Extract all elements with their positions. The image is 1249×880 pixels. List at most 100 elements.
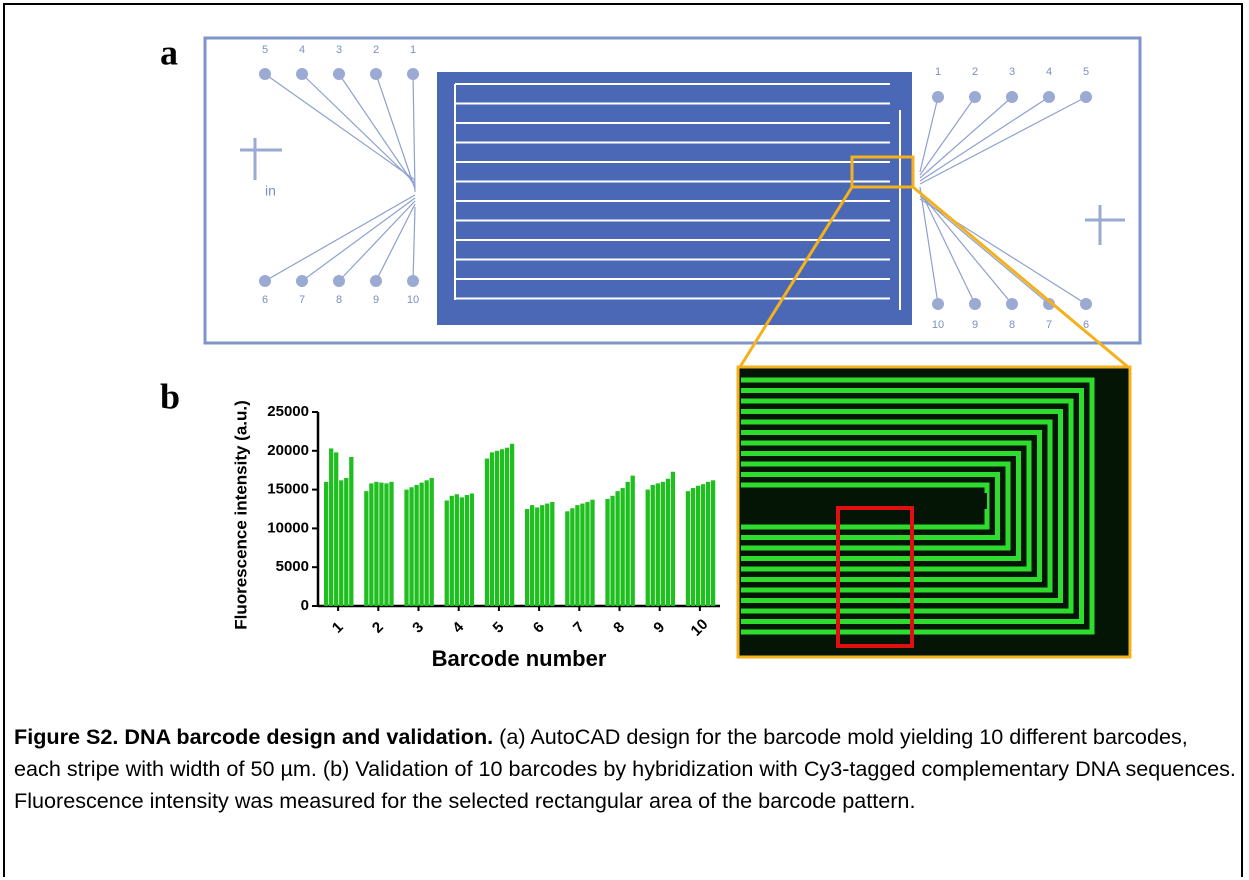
bar (590, 499, 595, 606)
lead (375, 73, 416, 190)
bar (700, 484, 706, 606)
x-tick-label: 9 (650, 619, 668, 637)
panel-label: b (160, 376, 180, 416)
pad (296, 275, 308, 287)
pad-label: 2 (972, 66, 978, 78)
bar (494, 450, 500, 606)
pad-label: 6 (1083, 319, 1089, 331)
bar (580, 503, 585, 606)
bar (550, 502, 555, 606)
x-tick-label: 1 (329, 619, 347, 637)
lead (919, 96, 1087, 185)
pad-label: 3 (336, 44, 342, 56)
pad (969, 298, 981, 310)
y-axis-label: Fluorescence intensity (a.u.) (231, 400, 250, 630)
lead (338, 73, 416, 187)
pad-label: 8 (336, 294, 342, 306)
bar (414, 484, 419, 606)
bar (454, 494, 459, 606)
bar (334, 452, 339, 606)
lead (264, 73, 416, 181)
bar (645, 489, 650, 606)
pad-label: 1 (935, 66, 941, 78)
bar (565, 511, 570, 606)
bar (545, 503, 550, 606)
bar (705, 481, 711, 606)
pad-label: 4 (299, 44, 305, 56)
chip-outline (203, 36, 1142, 345)
green-stripe (741, 430, 1042, 582)
bar (660, 481, 665, 606)
panel-label: a (160, 32, 178, 72)
bar (695, 485, 701, 606)
pad (1080, 91, 1092, 103)
bar (690, 488, 696, 606)
bar (379, 482, 384, 606)
bar (329, 448, 334, 606)
green-stripe (741, 419, 1053, 593)
pad (1043, 91, 1055, 103)
bar (364, 491, 369, 606)
lead (919, 189, 976, 305)
pad (333, 68, 345, 80)
pad (932, 91, 944, 103)
bar (650, 484, 655, 606)
bar (610, 495, 615, 606)
zoom-line (912, 185, 1129, 369)
bar (484, 458, 490, 606)
green-stripe (741, 409, 1063, 603)
pad (1006, 91, 1018, 103)
pad-label: 6 (262, 294, 268, 306)
y-tick-label: 0 (301, 597, 309, 614)
fluorescence-image (736, 365, 1132, 659)
lead (919, 96, 1013, 179)
pad-label: 9 (373, 294, 379, 306)
bar (469, 493, 475, 606)
pad-label: 9 (972, 319, 978, 331)
pad (407, 68, 419, 80)
lead (919, 96, 1050, 182)
selection (836, 506, 914, 648)
pad (932, 298, 944, 310)
zoom-box (850, 155, 915, 189)
pad-label: 10 (407, 294, 419, 306)
y-tick-label: 15000 (267, 481, 309, 498)
bar (585, 502, 590, 606)
bar (339, 480, 344, 606)
bar (449, 495, 454, 606)
bar (605, 498, 610, 606)
bar (630, 475, 635, 606)
lead (919, 195, 1050, 305)
pad-label: 7 (299, 294, 305, 306)
x-axis-label: Barcode number (432, 646, 607, 671)
caption: Figure S2. DNA barcode design and valida… (14, 721, 1236, 817)
pad-label: 5 (1083, 66, 1089, 78)
pad (370, 68, 382, 80)
bar (374, 481, 379, 606)
bar (389, 481, 394, 606)
green-stripe (741, 461, 1011, 551)
bar (324, 481, 329, 606)
pad-label: 5 (262, 44, 268, 56)
pad (1043, 298, 1055, 310)
lead (412, 73, 416, 193)
channel-area (437, 72, 912, 325)
bar (530, 505, 535, 606)
pad-label: 3 (1009, 66, 1015, 78)
inlet-label: in (265, 183, 276, 199)
lead (338, 200, 416, 282)
pad (370, 275, 382, 287)
bar (625, 481, 630, 606)
x-tick-label: 6 (530, 619, 548, 637)
pad (969, 91, 981, 103)
lead (919, 96, 939, 173)
bar (444, 500, 449, 606)
pad (259, 68, 271, 80)
green-stripe (741, 451, 1021, 561)
bar (509, 443, 515, 606)
bar (349, 457, 354, 606)
x-tick-label: 8 (610, 619, 628, 637)
bar (404, 489, 409, 606)
bar (535, 507, 540, 606)
chart: 0 5000 10000 15000 20000 25000 1 2 3 4 5 6 7 8 9 10 Barc… (231, 400, 720, 671)
